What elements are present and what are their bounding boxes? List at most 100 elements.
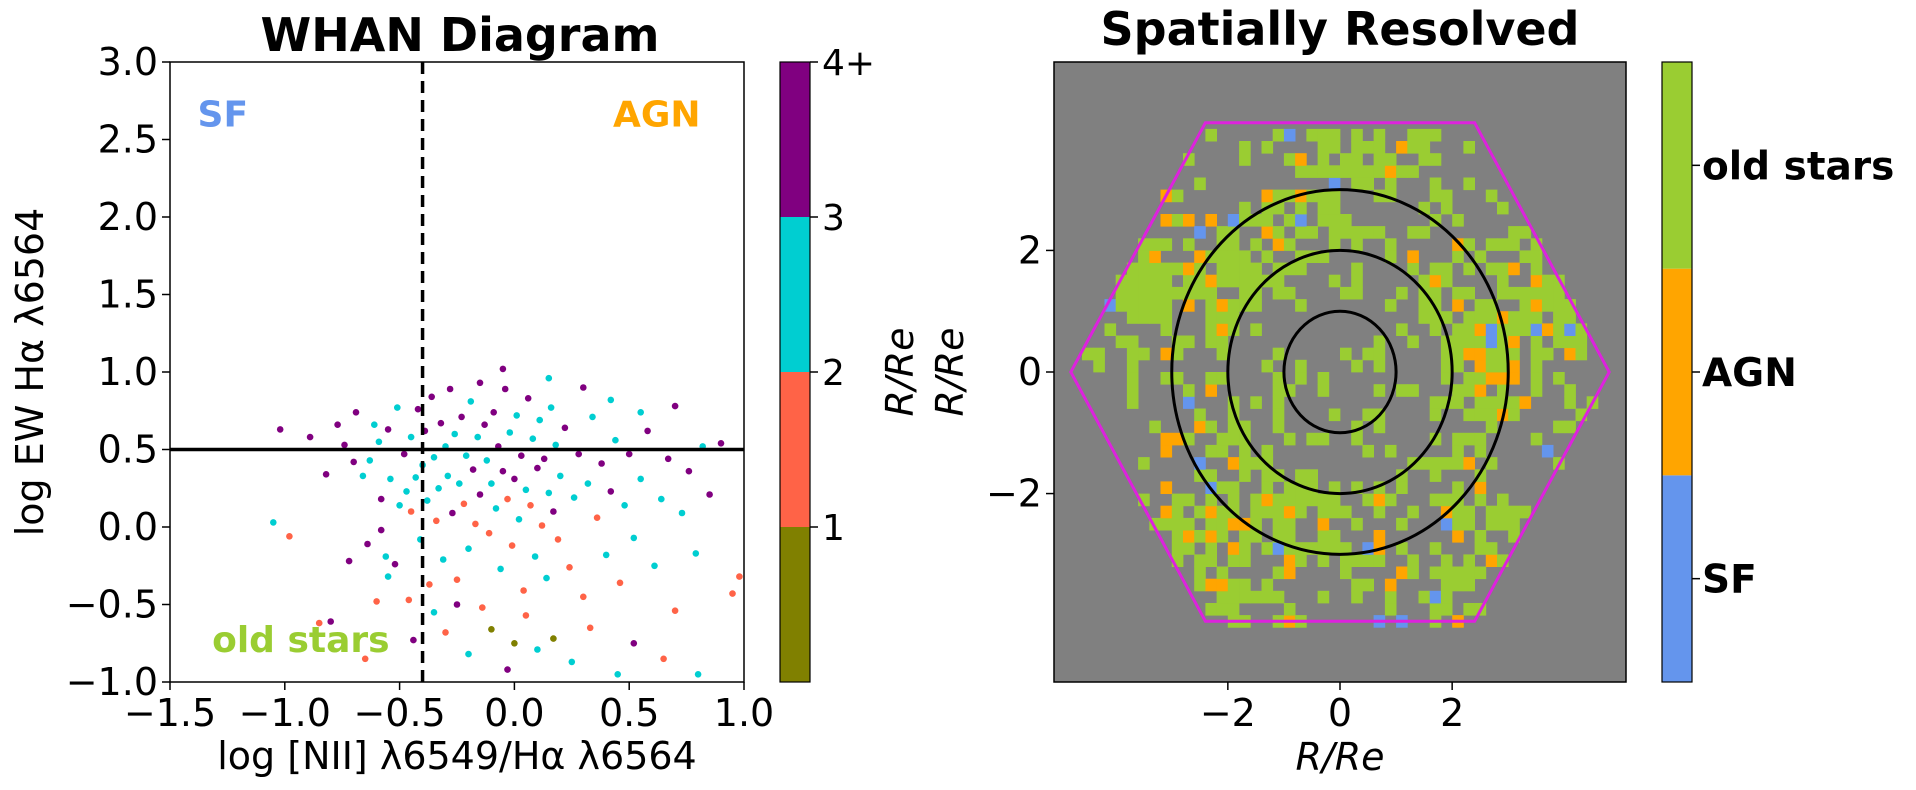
map-pixel xyxy=(1530,299,1543,312)
map-pixel xyxy=(1452,359,1464,373)
whan-point xyxy=(270,519,277,526)
map-pixel xyxy=(1474,566,1487,580)
whan-y-tick-label: 2.5 xyxy=(98,118,158,162)
map-pixel xyxy=(1575,335,1588,349)
whan-point xyxy=(497,565,504,573)
whan-point xyxy=(361,655,369,663)
map-pixel xyxy=(1452,457,1464,470)
whan-point xyxy=(449,509,456,517)
map-pixel xyxy=(1295,165,1307,178)
map-pixel xyxy=(1328,481,1341,494)
map-pixel xyxy=(1463,262,1475,276)
whan-point xyxy=(580,384,587,391)
map-pixel xyxy=(1452,444,1464,458)
whan-x-tick-label: −1.0 xyxy=(239,691,331,735)
whan-point xyxy=(327,618,335,625)
map-pixel xyxy=(1160,274,1173,288)
map-pixel xyxy=(1283,432,1296,446)
map-pixel xyxy=(1194,250,1206,263)
map-pixel xyxy=(1261,590,1274,604)
map-pixel xyxy=(1160,347,1173,361)
map-pixel xyxy=(1194,578,1206,592)
map-pixel xyxy=(1519,311,1532,324)
map-pixel xyxy=(1351,359,1363,373)
map-pixel xyxy=(1194,505,1206,519)
whan-point xyxy=(382,553,390,560)
map-pixel xyxy=(1429,311,1442,324)
whan-point xyxy=(570,494,578,501)
map-pixel xyxy=(1463,505,1475,519)
map-pixel xyxy=(1463,432,1475,446)
map-pixel xyxy=(1384,177,1397,191)
map-pixel xyxy=(1149,250,1161,263)
map-pixel xyxy=(1328,542,1341,555)
map-pixel xyxy=(1530,238,1543,251)
map-pixel xyxy=(1429,286,1442,300)
map-pixel xyxy=(1485,359,1498,373)
whan-colorbar-tick-label: 4+ xyxy=(822,43,875,84)
whan-y-axis: −1.0 −0.5 0.0 0.5 1.0 1.5 2.0 2.5 3.0 xyxy=(66,40,170,704)
map-pixel xyxy=(1396,517,1408,531)
map-pixel xyxy=(1328,530,1341,543)
map-pixel xyxy=(1463,578,1475,592)
map-pixel xyxy=(1250,590,1262,604)
map-pixel xyxy=(1463,311,1475,324)
map-pixel xyxy=(1283,542,1296,555)
map-pixel xyxy=(1194,530,1206,543)
map-pixel xyxy=(1216,578,1229,592)
map-pixel xyxy=(1340,286,1352,300)
whan-point xyxy=(614,671,621,678)
whan-point xyxy=(371,421,378,429)
map-pixel xyxy=(1497,335,1509,349)
map-pixel xyxy=(1216,299,1229,312)
map-pixel xyxy=(1295,481,1307,494)
map-pixel xyxy=(1519,505,1532,519)
map-pixel xyxy=(1317,201,1330,215)
whan-point xyxy=(439,556,447,563)
map-pixel xyxy=(1396,469,1408,482)
map-pixel xyxy=(1463,554,1475,567)
map-pixel xyxy=(1519,323,1532,336)
map-pixel xyxy=(1373,226,1386,239)
map-pixel xyxy=(1272,542,1285,555)
map-pixel xyxy=(1205,420,1217,434)
map-pixel xyxy=(1373,384,1386,397)
map-pixel xyxy=(1497,396,1509,409)
map-pixel xyxy=(1440,311,1453,324)
map-pixel xyxy=(1115,335,1128,349)
map-pixel xyxy=(1216,505,1229,519)
map-pixel xyxy=(1183,274,1195,288)
whan-x-tick-label: 0.0 xyxy=(484,691,544,735)
map-pixel xyxy=(1351,481,1363,494)
map-pixel xyxy=(1384,590,1397,604)
map-pixel xyxy=(1508,408,1520,422)
map-pixel xyxy=(1317,517,1330,531)
whan-point xyxy=(612,436,619,444)
map-pixel xyxy=(1463,457,1475,470)
map-pixel xyxy=(1541,299,1554,312)
whan-point xyxy=(644,427,651,435)
whan-point xyxy=(616,579,624,587)
whan-point xyxy=(474,433,482,441)
map-pixel xyxy=(1530,311,1543,324)
map-pixel xyxy=(1160,299,1173,312)
map-pixel xyxy=(1553,335,1565,349)
whan-point xyxy=(575,450,582,458)
whan-point xyxy=(276,426,284,433)
map-pixel xyxy=(1440,262,1453,276)
whan-point xyxy=(678,509,686,517)
map-pixel xyxy=(1575,408,1588,422)
map-pixel xyxy=(1295,262,1307,276)
whan-point xyxy=(625,450,633,458)
map-pixel xyxy=(1317,493,1330,507)
map-pixel xyxy=(1440,566,1453,580)
map-pixel xyxy=(1306,165,1318,178)
whan-point xyxy=(364,540,371,548)
whan-point xyxy=(451,430,459,438)
map-pixel xyxy=(1440,347,1453,361)
map-pixel xyxy=(1429,542,1442,555)
map-pixel xyxy=(1283,493,1296,507)
map-pixel xyxy=(1261,359,1274,373)
map-pixel xyxy=(1126,262,1139,276)
map-y-tick-label: 0 xyxy=(1018,350,1042,394)
